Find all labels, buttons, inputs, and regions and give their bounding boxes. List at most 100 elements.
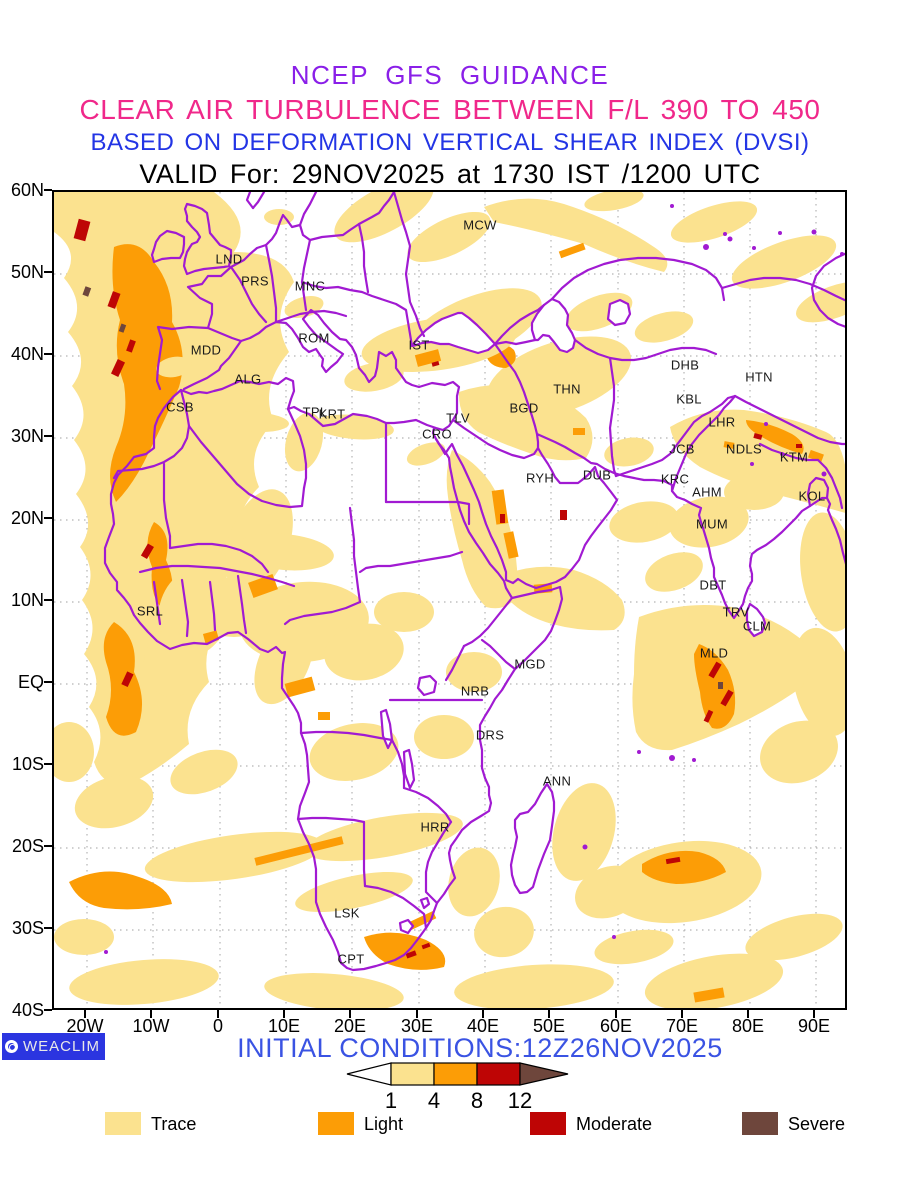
city-label-drs: DRS — [475, 727, 505, 743]
colorbar-seg-moderate — [476, 1062, 521, 1086]
city-label-tpl: TPL — [302, 404, 328, 420]
city-label-ist: IST — [408, 337, 430, 353]
colorbar-tip-left — [346, 1062, 392, 1086]
city-label-krc: KRC — [660, 471, 690, 487]
legend-swatch-moderate — [530, 1112, 566, 1135]
lat-tick — [44, 1009, 52, 1011]
city-label-mnc: MNC — [294, 278, 326, 294]
country-borders — [103, 192, 845, 972]
lat-label-10s: 10S — [11, 754, 44, 774]
lat-tick — [44, 435, 52, 437]
logo-ring-icon — [5, 1040, 18, 1053]
city-label-tlv: TLV — [446, 410, 470, 426]
lat-tick — [44, 763, 52, 765]
lat-tick — [44, 271, 52, 273]
city-label-dhb: DHB — [670, 357, 700, 373]
turbulence-fills — [54, 192, 845, 1008]
lon-tick — [217, 1010, 219, 1018]
lat-label-30s: 30S — [11, 918, 44, 938]
colorbar-seg-light — [433, 1062, 478, 1086]
lon-label-20w: 20W — [66, 1016, 104, 1036]
legend-label: Moderate — [576, 1114, 653, 1134]
lon-label-80e: 80E — [731, 1016, 765, 1036]
lon-tick — [349, 1010, 351, 1018]
lat-tick — [44, 681, 52, 683]
lat-tick — [44, 845, 52, 847]
logo-text: WEACLIM — [23, 1038, 101, 1055]
city-label-prs: PRS — [241, 273, 269, 289]
city-label-htn: HTN — [745, 369, 773, 385]
city-label-nrb: NRB — [460, 683, 490, 699]
lat-label-20s: 20S — [11, 836, 44, 856]
city-label-rom: ROM — [298, 330, 330, 346]
city-label-thn: THN — [553, 381, 581, 397]
city-label-dub: DUB — [582, 467, 612, 483]
lat-label-30n: 30N — [10, 426, 44, 446]
lon-label-70e: 70E — [665, 1016, 699, 1036]
lon-tick — [482, 1010, 484, 1018]
city-label-mcw: MCW — [463, 217, 497, 233]
colorbar-seg-trace — [390, 1062, 435, 1086]
city-label-ndls: NDLS — [726, 441, 762, 457]
city-label-bgd: BGD — [509, 400, 539, 416]
lon-label-10w: 10W — [132, 1016, 170, 1036]
city-label-ktm: KTM — [779, 449, 809, 465]
lon-tick — [681, 1010, 683, 1018]
lon-label-60e: 60E — [599, 1016, 633, 1036]
lon-tick — [84, 1010, 86, 1018]
city-label-krt: KRT — [318, 406, 346, 422]
lon-tick — [283, 1010, 285, 1018]
city-label-mum: MUM — [696, 516, 728, 532]
city-label-trv: TRV — [722, 604, 750, 620]
city-label-kol: KOL — [798, 488, 826, 504]
lon-tick — [150, 1010, 152, 1018]
lat-label-40n: 40N — [10, 344, 44, 364]
lon-tick — [747, 1010, 749, 1018]
map-frame: MCW LND PRS MNC ROM IST MDD ALG CSB TPL KRT TLV CRO T… — [52, 190, 847, 1010]
lon-label-10e: 10E — [267, 1016, 301, 1036]
initial-conditions: INITIAL CONDITIONS:12Z26NOV2025 — [237, 1033, 723, 1063]
legend-label: Trace — [151, 1114, 197, 1134]
lon-label-90e: 90E — [797, 1016, 831, 1036]
city-label-kbl: KBL — [676, 391, 702, 407]
colorbar-tick-4: 4 — [427, 1088, 441, 1113]
city-label-alg: ALG — [234, 371, 262, 387]
colorbar — [346, 1062, 569, 1086]
legend-label: Severe — [788, 1114, 846, 1134]
city-label-ryh: RYH — [525, 470, 555, 486]
colorbar-tick-12: 12 — [507, 1088, 533, 1113]
subtitle-method: BASED ON DEFORMATION VERTICAL SHEAR INDE… — [90, 129, 810, 156]
lon-label-40e: 40E — [466, 1016, 500, 1036]
city-label-dbt: DBT — [699, 577, 727, 593]
city-label-csb: CSB — [166, 399, 194, 415]
city-label-lhr: LHR — [708, 414, 736, 430]
valid-time-line: VALID For: 29NOV2025 at 1730 IST /1200 U… — [139, 159, 761, 189]
colorbar-tick-8: 8 — [470, 1088, 484, 1113]
city-label-srl: SRL — [136, 603, 164, 619]
lat-label-60n: 60N — [10, 180, 44, 200]
lat-label-eq: EQ — [17, 672, 44, 692]
lat-tick — [44, 189, 52, 191]
lat-label-50n: 50N — [10, 262, 44, 282]
city-label-jcb: JCB — [669, 441, 695, 457]
city-label-ahm: AHM — [692, 484, 722, 500]
lon-label-0: 0 — [212, 1016, 224, 1036]
lon-tick — [416, 1010, 418, 1018]
legend-swatch-trace — [105, 1112, 141, 1135]
lat-tick — [44, 599, 52, 601]
lon-label-30e: 30E — [400, 1016, 434, 1036]
lon-label-20e: 20E — [333, 1016, 367, 1036]
weaclim-logo: WEACLIM — [2, 1033, 105, 1060]
page-title: NCEP GFS GUIDANCE — [290, 60, 610, 90]
lat-tick — [44, 927, 52, 929]
lat-label-20n: 20N — [10, 508, 44, 528]
lat-tick — [44, 517, 52, 519]
lon-label-50e: 50E — [532, 1016, 566, 1036]
colorbar-tick-1: 1 — [384, 1088, 398, 1113]
lat-label-40s: 40S — [11, 1000, 44, 1020]
city-label-clm: CLM — [742, 618, 772, 634]
map-canvas — [54, 192, 845, 1008]
lat-tick — [44, 353, 52, 355]
city-label-mld: MLD — [699, 645, 729, 661]
